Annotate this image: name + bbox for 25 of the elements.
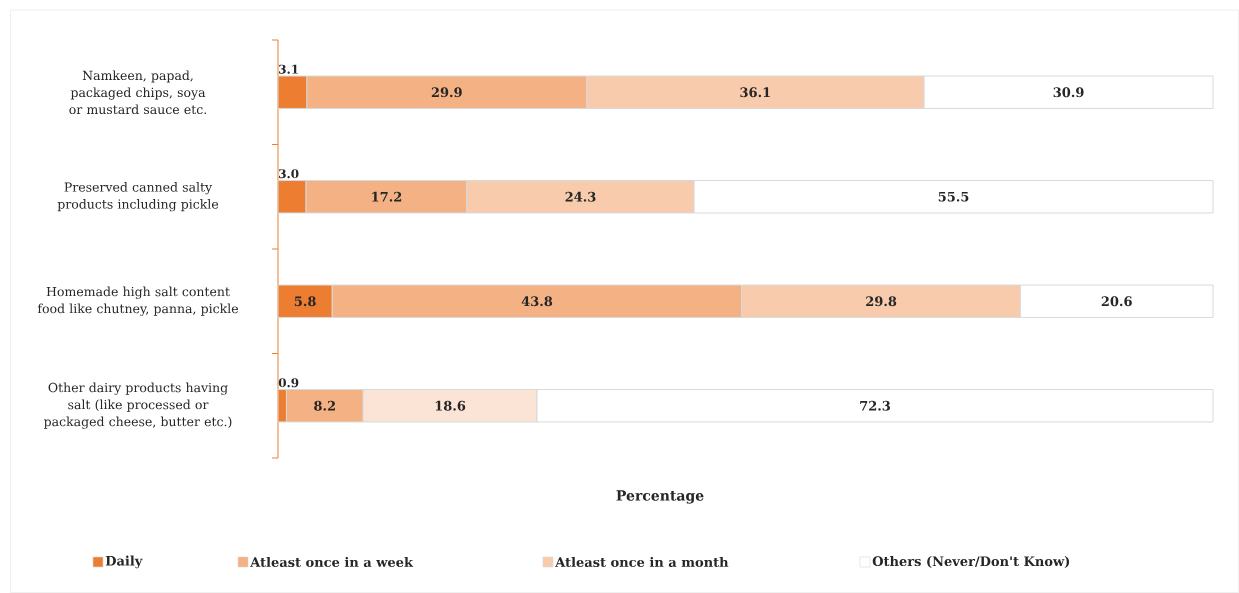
data-label: 72.3 [860,400,891,411]
y-tick-label: Homemade high salt content food like chutney, panna, pickle [37,286,238,316]
data-label: 29.8 [866,296,897,307]
data-label: 29.9 [431,87,462,98]
data-label: 0.9 [278,378,299,388]
legend-label: Others (Never/Don't Know) [872,556,1070,568]
data-label: 3.0 [279,169,299,179]
data-label: 55.5 [938,191,969,202]
y-tick-label: Namkeen, papad, packaged chips, soya or mustard sauce etc. [69,70,207,115]
data-label: 20.6 [1101,296,1132,307]
x-axis-title: Percentage [616,490,704,504]
data-label: 18.6 [435,400,466,411]
legend-label: Atleast once in a month [555,556,729,568]
data-label: 24.3 [565,191,596,202]
data-label: 8.2 [314,400,335,411]
data-label: 43.8 [521,296,553,307]
data-label: 17.2 [372,191,402,202]
data-label: 30.9 [1053,87,1084,98]
data-label: 36.1 [740,87,770,98]
legend-label: Atleast once in a week [250,556,414,568]
data-label: 5.8 [294,296,316,307]
y-tick-label: Preserved canned salty products including pickle [57,182,219,212]
legend-label: Daily [105,555,143,569]
y-tick-label: Other dairy products having salt (like processed or packaged cheese, butter etc.) [44,382,232,429]
data-label: 3.1 [279,64,298,74]
